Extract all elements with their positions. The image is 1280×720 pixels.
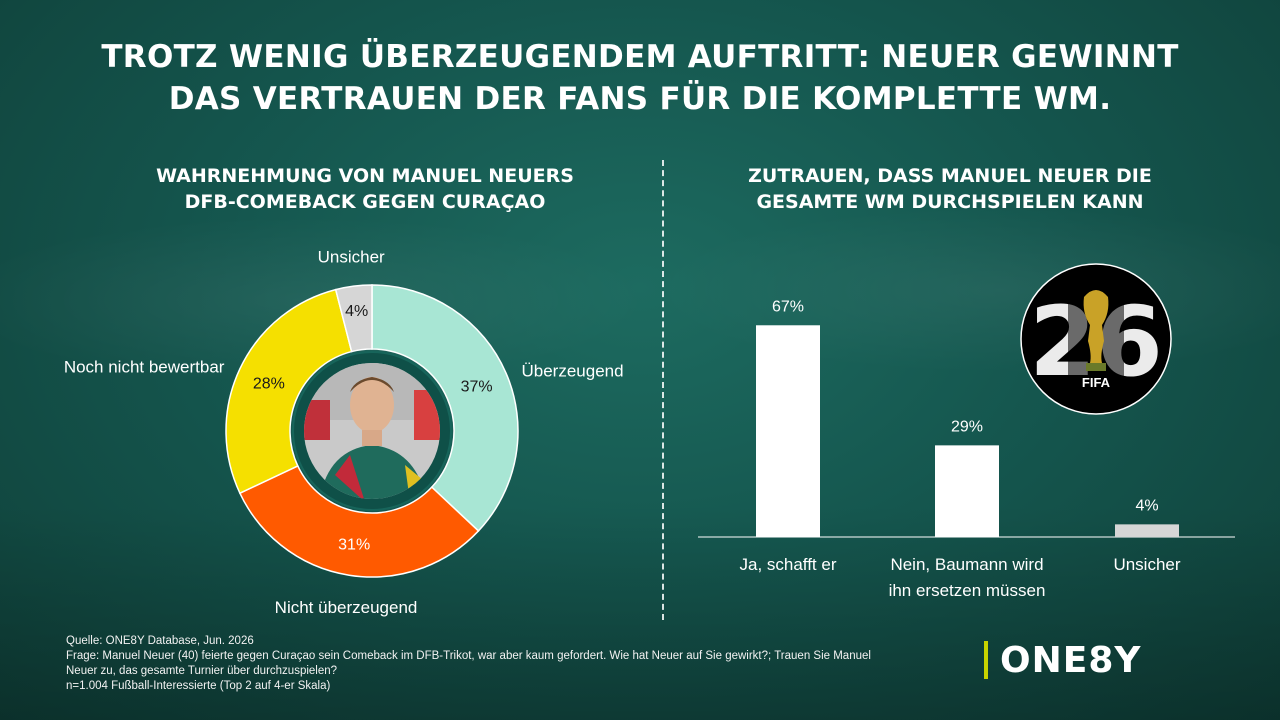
- bar-chart-title-line-2: GESAMTE WM DURCHSPIELEN KANN: [756, 191, 1144, 213]
- bar-value-label-nein-baumann-wird-ihn-ersetzen-mussen: 29%: [951, 418, 983, 435]
- donut-chart-title: WAHRNEHMUNG VON MANUEL NEUERS DFB-COMEBA…: [100, 163, 630, 215]
- bar-unsicher: [1115, 524, 1179, 537]
- page-title-line-1: TROTZ WENIG ÜBERZEUGENDEM AUFTRITT: NEUE…: [101, 39, 1179, 75]
- page-title-line-2: DAS VERTRAUEN DER FANS FÜR DIE KOMPLETTE…: [168, 81, 1112, 117]
- bar-category-label-unsicher: Unsicher: [1113, 555, 1180, 574]
- donut-slice-uberzeugend: [371, 284, 519, 533]
- panel-divider: [662, 160, 664, 620]
- donut-category-label-unsicher: Unsicher: [318, 247, 385, 266]
- donut-category-label-noch-nicht-bewertbar: Noch nicht bewertbar: [64, 357, 225, 376]
- brand-name: ONE8Y: [1000, 639, 1142, 681]
- bar-ja-schafft-er: [756, 325, 820, 537]
- donut-slice-noch-nicht-bewertbar: [225, 288, 353, 495]
- bar-value-label-unsicher: 4%: [1135, 497, 1158, 514]
- bar-category-label-nein-baumann-wird-ihn-ersetzen-mussen-line-2: ihn ersetzen müssen: [889, 581, 1046, 600]
- donut-chart-title-line-1: WAHRNEHMUNG VON MANUEL NEUERS: [156, 165, 574, 187]
- footer-question-line-1: Frage: Manuel Neuer (40) feierte gegen C…: [66, 650, 871, 662]
- bar-category-label-nein-baumann-wird-ihn-ersetzen-mussen-line-1: Nein, Baumann wird: [890, 555, 1043, 574]
- bar-chart-title-line-1: ZUTRAUEN, DASS MANUEL NEUER DIE: [748, 165, 1152, 187]
- donut-chart-title-line-2: DFB-COMEBACK GEGEN CURAÇAO: [184, 191, 546, 213]
- bar-nein-baumann-wird-ihn-ersetzen-mussen: [935, 445, 999, 537]
- donut-category-label-uberzeugend: Überzeugend: [521, 362, 623, 381]
- brand-accent-bar: [984, 641, 988, 679]
- donut-category-label-nicht-uberzeugend: Nicht überzeugend: [275, 598, 418, 617]
- donut-value-label-noch-nicht-bewertbar: 28%: [253, 375, 285, 392]
- footer-sample: n=1.004 Fußball-Interessierte (Top 2 auf…: [66, 680, 331, 692]
- footer-source: Quelle: ONE8Y Database, Jun. 2026: [66, 635, 254, 647]
- donut-value-label-uberzeugend: 37%: [461, 379, 493, 396]
- donut-value-label-nicht-uberzeugend: 31%: [338, 537, 370, 554]
- footer-question-line-2: Neuer zu, das gesamte Turnier über durch…: [66, 665, 338, 677]
- donut-slice-nicht-uberzeugend: [238, 464, 480, 578]
- donut-value-label-unsicher: 4%: [345, 303, 368, 320]
- fifa-logo: 26 FIFA: [1020, 263, 1172, 415]
- brand-logo: ONE8Y: [984, 639, 1142, 681]
- bar-chart-title: ZUTRAUEN, DASS MANUEL NEUER DIE GESAMTE …: [680, 163, 1220, 215]
- page-title: TROTZ WENIG ÜBERZEUGENDEM AUFTRITT: NEUE…: [40, 36, 1240, 120]
- bar-chart: 67% 29% 4% Ja, schafft er Nein, Baumann wir…: [698, 298, 1235, 600]
- player-photo: [292, 351, 452, 511]
- donut-chart: 37% 31% 28% 4% Überzeugend Nicht überzeugend…: [64, 247, 624, 617]
- fifa-text: FIFA: [1082, 375, 1111, 390]
- footer-notes: Quelle: ONE8Y Database, Jun. 2026 Frage:…: [66, 634, 976, 694]
- bar-value-label-ja-schafft-er: 67%: [772, 298, 804, 315]
- bar-category-label-ja-schafft-er: Ja, schafft er: [739, 555, 836, 574]
- donut-slice-unsicher: [334, 284, 373, 353]
